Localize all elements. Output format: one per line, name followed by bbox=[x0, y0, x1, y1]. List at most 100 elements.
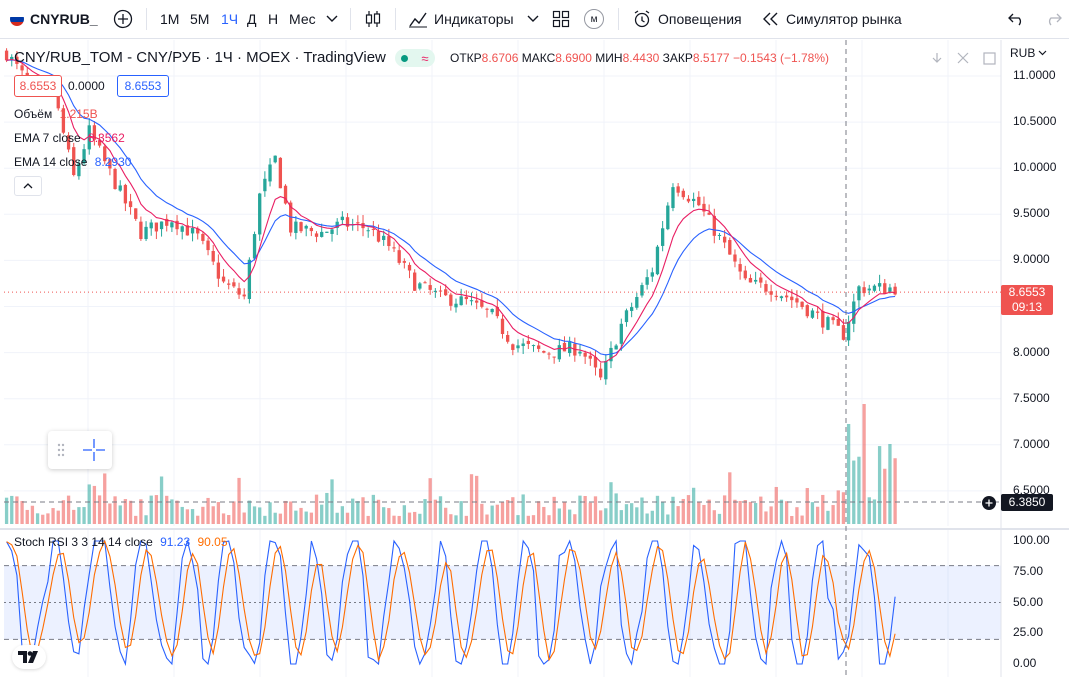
candle bbox=[583, 350, 587, 364]
candle bbox=[221, 268, 226, 284]
candle bbox=[77, 160, 81, 180]
candle bbox=[366, 227, 370, 238]
stoch-d-value: 90.05 bbox=[197, 535, 228, 549]
high-label: МАКС bbox=[521, 51, 556, 65]
volume-bar bbox=[495, 504, 499, 524]
ohlc-values: ОТКР8.6706 МАКС8.6900 МИН8.4430 ЗАКР8.51… bbox=[450, 51, 829, 65]
chart-title[interactable]: CNY/RUB_TOM - CNY/РУБ · 1Ч · MOEX · Trad… bbox=[14, 49, 386, 66]
symbol-search-button[interactable]: CNYRUB_ bbox=[10, 0, 98, 38]
redo-button[interactable] bbox=[1042, 9, 1064, 29]
indicators-label: Индикаторы bbox=[434, 11, 514, 27]
ema14-label: EMA 14 close bbox=[14, 155, 88, 169]
candle bbox=[330, 227, 334, 242]
undo-button[interactable] bbox=[1006, 9, 1028, 29]
interval-1m[interactable]: 1M bbox=[160, 0, 179, 38]
replay-label: Симулятор рынка bbox=[786, 11, 902, 27]
volume-bar bbox=[66, 495, 71, 524]
volume-bar bbox=[35, 513, 40, 524]
volume-bar bbox=[201, 506, 205, 524]
candle bbox=[733, 249, 737, 268]
volume-bar bbox=[232, 501, 236, 524]
candle bbox=[97, 134, 102, 148]
close-pane-button[interactable] bbox=[954, 49, 972, 67]
candle bbox=[759, 272, 763, 288]
add-alert-button[interactable] bbox=[979, 494, 999, 512]
candle bbox=[568, 336, 572, 357]
symbol-label: CNYRUB_ bbox=[30, 11, 98, 27]
chevron-down-icon bbox=[326, 15, 338, 22]
candle bbox=[397, 245, 401, 265]
candle bbox=[635, 292, 639, 310]
interval-month[interactable]: Мес bbox=[289, 0, 316, 38]
volume-bar bbox=[893, 458, 897, 524]
volume-bar bbox=[190, 509, 195, 524]
candles-icon bbox=[365, 11, 381, 27]
volume-value: 1.215B bbox=[59, 107, 98, 121]
floating-tool-widget[interactable] bbox=[48, 431, 112, 469]
interval-5m[interactable]: 5M bbox=[190, 0, 209, 38]
volume-bar bbox=[593, 496, 598, 524]
market-status-badge[interactable]: ≈ bbox=[395, 49, 435, 67]
candle bbox=[356, 215, 360, 232]
candle bbox=[495, 299, 499, 319]
bar-replay-button[interactable]: Симулятор рынка bbox=[762, 0, 902, 38]
sell-price-badge[interactable]: 8.6553 bbox=[14, 75, 62, 97]
buy-price-badge[interactable]: 8.6553 bbox=[117, 75, 169, 97]
volume-bar bbox=[273, 512, 277, 524]
candle bbox=[464, 290, 468, 305]
market-open-dot-icon bbox=[401, 54, 409, 62]
candle bbox=[738, 258, 742, 280]
candle bbox=[826, 315, 830, 331]
candle bbox=[263, 171, 267, 197]
volume-legend[interactable]: Объём 1.215B bbox=[14, 107, 98, 121]
ema14-legend[interactable]: EMA 14 close 8.2930 bbox=[14, 155, 131, 169]
ema7-legend[interactable]: EMA 7 close 8.3562 bbox=[14, 131, 125, 145]
compare-add-button[interactable] bbox=[112, 8, 134, 30]
indicators-button[interactable]: Индикаторы bbox=[408, 0, 514, 38]
candle bbox=[258, 192, 262, 241]
volume-bar bbox=[134, 515, 138, 524]
volume-bar bbox=[10, 495, 14, 524]
maximize-pane-button[interactable] bbox=[980, 49, 998, 67]
candle bbox=[20, 62, 24, 77]
candle bbox=[469, 292, 474, 306]
stoch-rsi-legend[interactable]: Stoch RSI 3 3 14 14 close 91.23 90.05 bbox=[14, 535, 228, 549]
candle bbox=[821, 303, 825, 334]
interval-week[interactable]: Н bbox=[268, 0, 278, 38]
layout-button[interactable] bbox=[550, 8, 572, 30]
ema14-value: 8.2930 bbox=[94, 155, 132, 169]
indicators-dropdown[interactable] bbox=[525, 12, 541, 26]
interval-day[interactable]: Д bbox=[247, 0, 256, 38]
low-label: МИН bbox=[595, 51, 623, 65]
chart-type-button[interactable] bbox=[362, 8, 384, 30]
volume-bar bbox=[402, 505, 407, 524]
candle bbox=[805, 304, 809, 319]
tradingview-logo[interactable] bbox=[12, 645, 46, 669]
interval-1h[interactable]: 1Ч bbox=[221, 0, 238, 38]
collapse-legend-button[interactable] bbox=[14, 176, 42, 196]
layout-letter: м bbox=[590, 13, 598, 25]
scroll-down-button[interactable] bbox=[928, 49, 946, 67]
volume-bar bbox=[676, 506, 680, 524]
volume-bar bbox=[144, 515, 148, 524]
candle bbox=[857, 284, 861, 308]
open-label: ОТКР bbox=[450, 51, 482, 65]
interval-dropdown[interactable] bbox=[324, 12, 340, 26]
interval-label: Н bbox=[268, 11, 279, 27]
candle bbox=[655, 244, 660, 276]
volume-bar bbox=[449, 514, 453, 524]
volume-bar bbox=[335, 512, 339, 524]
alerts-button[interactable]: Оповещения bbox=[632, 0, 742, 38]
candle bbox=[273, 155, 277, 164]
volume-bar bbox=[247, 500, 252, 524]
candle bbox=[371, 220, 376, 237]
currency-selector[interactable]: RUB bbox=[1010, 46, 1047, 60]
candle bbox=[691, 192, 696, 208]
volume-bar bbox=[392, 515, 396, 524]
multi-layout-button[interactable]: м bbox=[583, 8, 605, 30]
volume-bar bbox=[103, 473, 107, 524]
candle bbox=[604, 354, 608, 385]
volume-bar bbox=[72, 509, 76, 524]
candle bbox=[211, 244, 215, 266]
